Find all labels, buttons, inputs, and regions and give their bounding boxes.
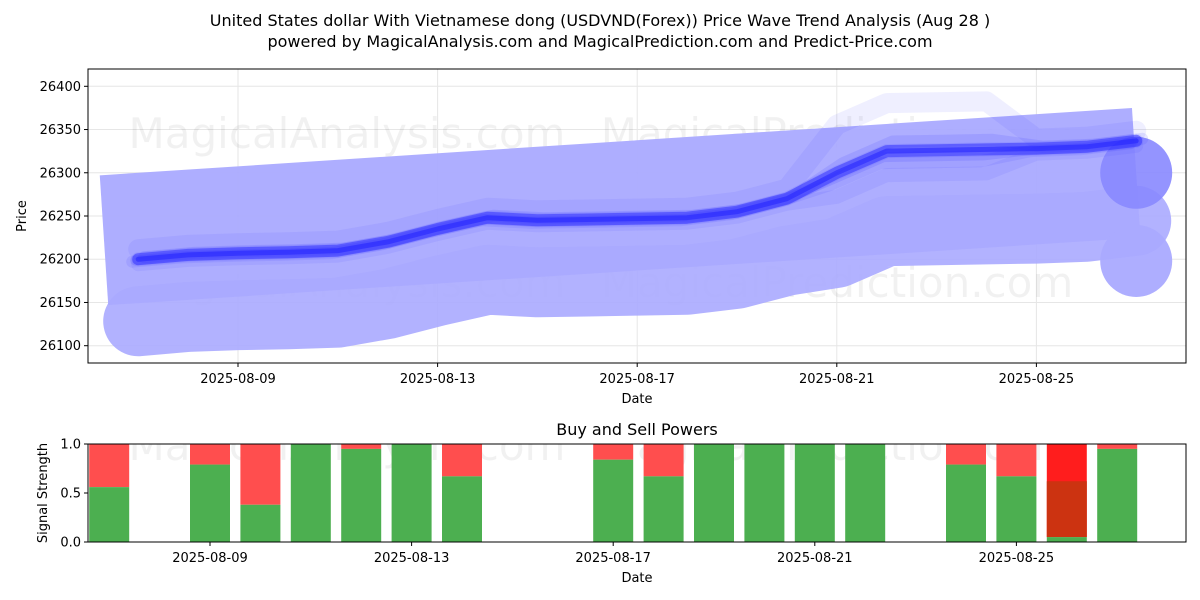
wave-ghost-line (128, 91, 1147, 260)
buy-power-bar (946, 464, 986, 542)
sell-power-bar (89, 444, 130, 488)
sell-power-bar (996, 444, 1037, 477)
x-axis-label: Date (621, 392, 652, 407)
power-y-tick-label: 1.0 (60, 438, 81, 453)
power-bar (1046, 444, 1087, 542)
power-bar (1097, 444, 1138, 542)
y-tick-label: 26300 (40, 166, 81, 181)
buy-power-bar (391, 444, 432, 542)
chart-title-line2: powered by MagicalAnalysis.com and Magic… (267, 32, 932, 51)
mixed-power-bar (1046, 481, 1087, 538)
forecast-band-upper (99, 107, 1141, 306)
power-bar (341, 444, 382, 542)
x-tick-label: 2025-08-09 (200, 372, 276, 387)
power-bar (643, 444, 684, 542)
power-bar (190, 444, 230, 542)
y-tick-label: 26250 (40, 210, 81, 225)
buy-power-bar (89, 487, 130, 542)
power-bar (744, 444, 785, 542)
power-bar (593, 444, 634, 542)
buy-power-bar (1046, 537, 1087, 542)
buy-power-bar (845, 444, 886, 542)
buy-power-bar (190, 464, 230, 542)
buy-power-bar (442, 476, 482, 542)
buy-power-bar (794, 444, 835, 542)
power-y-tick-label: 0.0 (60, 536, 81, 551)
sell-power-bar (442, 444, 482, 477)
sell-power-bar (593, 444, 634, 460)
sell-power-bar (240, 444, 281, 505)
buy-power-bar (341, 448, 382, 542)
power-bar (240, 444, 281, 542)
power-bar (946, 444, 986, 542)
y-tick-label: 26350 (40, 123, 81, 138)
power-x-axis-label: Date (621, 571, 652, 586)
buy-sell-power-plot: Buy and Sell Powers MagicalAnalysis.comMa… (36, 420, 1187, 586)
power-chart-title: Buy and Sell Powers (556, 420, 718, 439)
power-y-tick-label: 0.5 (60, 487, 81, 502)
y-tick-label: 26200 (40, 253, 81, 268)
power-x-tick-label: 2025-08-21 (777, 551, 853, 566)
power-y-axis-label: Signal Strength (36, 443, 51, 543)
price-wave-plot: MagicalAnalysis.com MagicalPrediction.com… (15, 68, 1187, 407)
power-x-tick-label: 2025-08-13 (374, 551, 450, 566)
power-bar (89, 444, 130, 542)
forecast-end-blob (1100, 136, 1173, 209)
y-tick-label: 26150 (40, 296, 81, 311)
plot-area: MagicalAnalysis.com MagicalPrediction.com… (88, 69, 1186, 363)
x-tick-label: 2025-08-17 (599, 372, 675, 387)
sell-power-bar (190, 444, 230, 465)
power-bar (996, 444, 1037, 542)
forecast-end-blob-lower (1100, 224, 1173, 297)
sell-power-bar (1097, 444, 1138, 449)
sell-power-bar (643, 444, 684, 477)
power-bar (845, 444, 886, 542)
sell-power-bar (946, 444, 986, 465)
buy-power-bar (643, 476, 684, 542)
buy-power-bar (240, 504, 281, 542)
power-bar (694, 444, 734, 542)
buy-power-bar (1097, 448, 1138, 542)
buy-power-bar (694, 444, 734, 542)
x-tick-label: 2025-08-21 (799, 372, 875, 387)
y-axis-label: Price (15, 200, 30, 232)
power-bar (391, 444, 432, 542)
buy-power-bar (290, 444, 331, 542)
power-x-tick-label: 2025-08-09 (172, 551, 248, 566)
x-tick-label: 2025-08-25 (999, 372, 1075, 387)
chart-title-line1: United States dollar With Vietnamese don… (210, 11, 990, 30)
power-x-tick-label: 2025-08-17 (575, 551, 651, 566)
buy-power-bar (593, 459, 634, 542)
power-bar (794, 444, 835, 542)
sell-power-bar (341, 444, 382, 449)
buy-power-bar (996, 476, 1037, 542)
x-tick-label: 2025-08-13 (400, 372, 476, 387)
power-bar (442, 444, 482, 542)
buy-power-bar (744, 444, 785, 542)
power-x-tick-label: 2025-08-25 (979, 551, 1055, 566)
power-bar (290, 444, 331, 542)
y-tick-label: 26400 (40, 80, 81, 95)
y-tick-label: 26100 (40, 339, 81, 354)
